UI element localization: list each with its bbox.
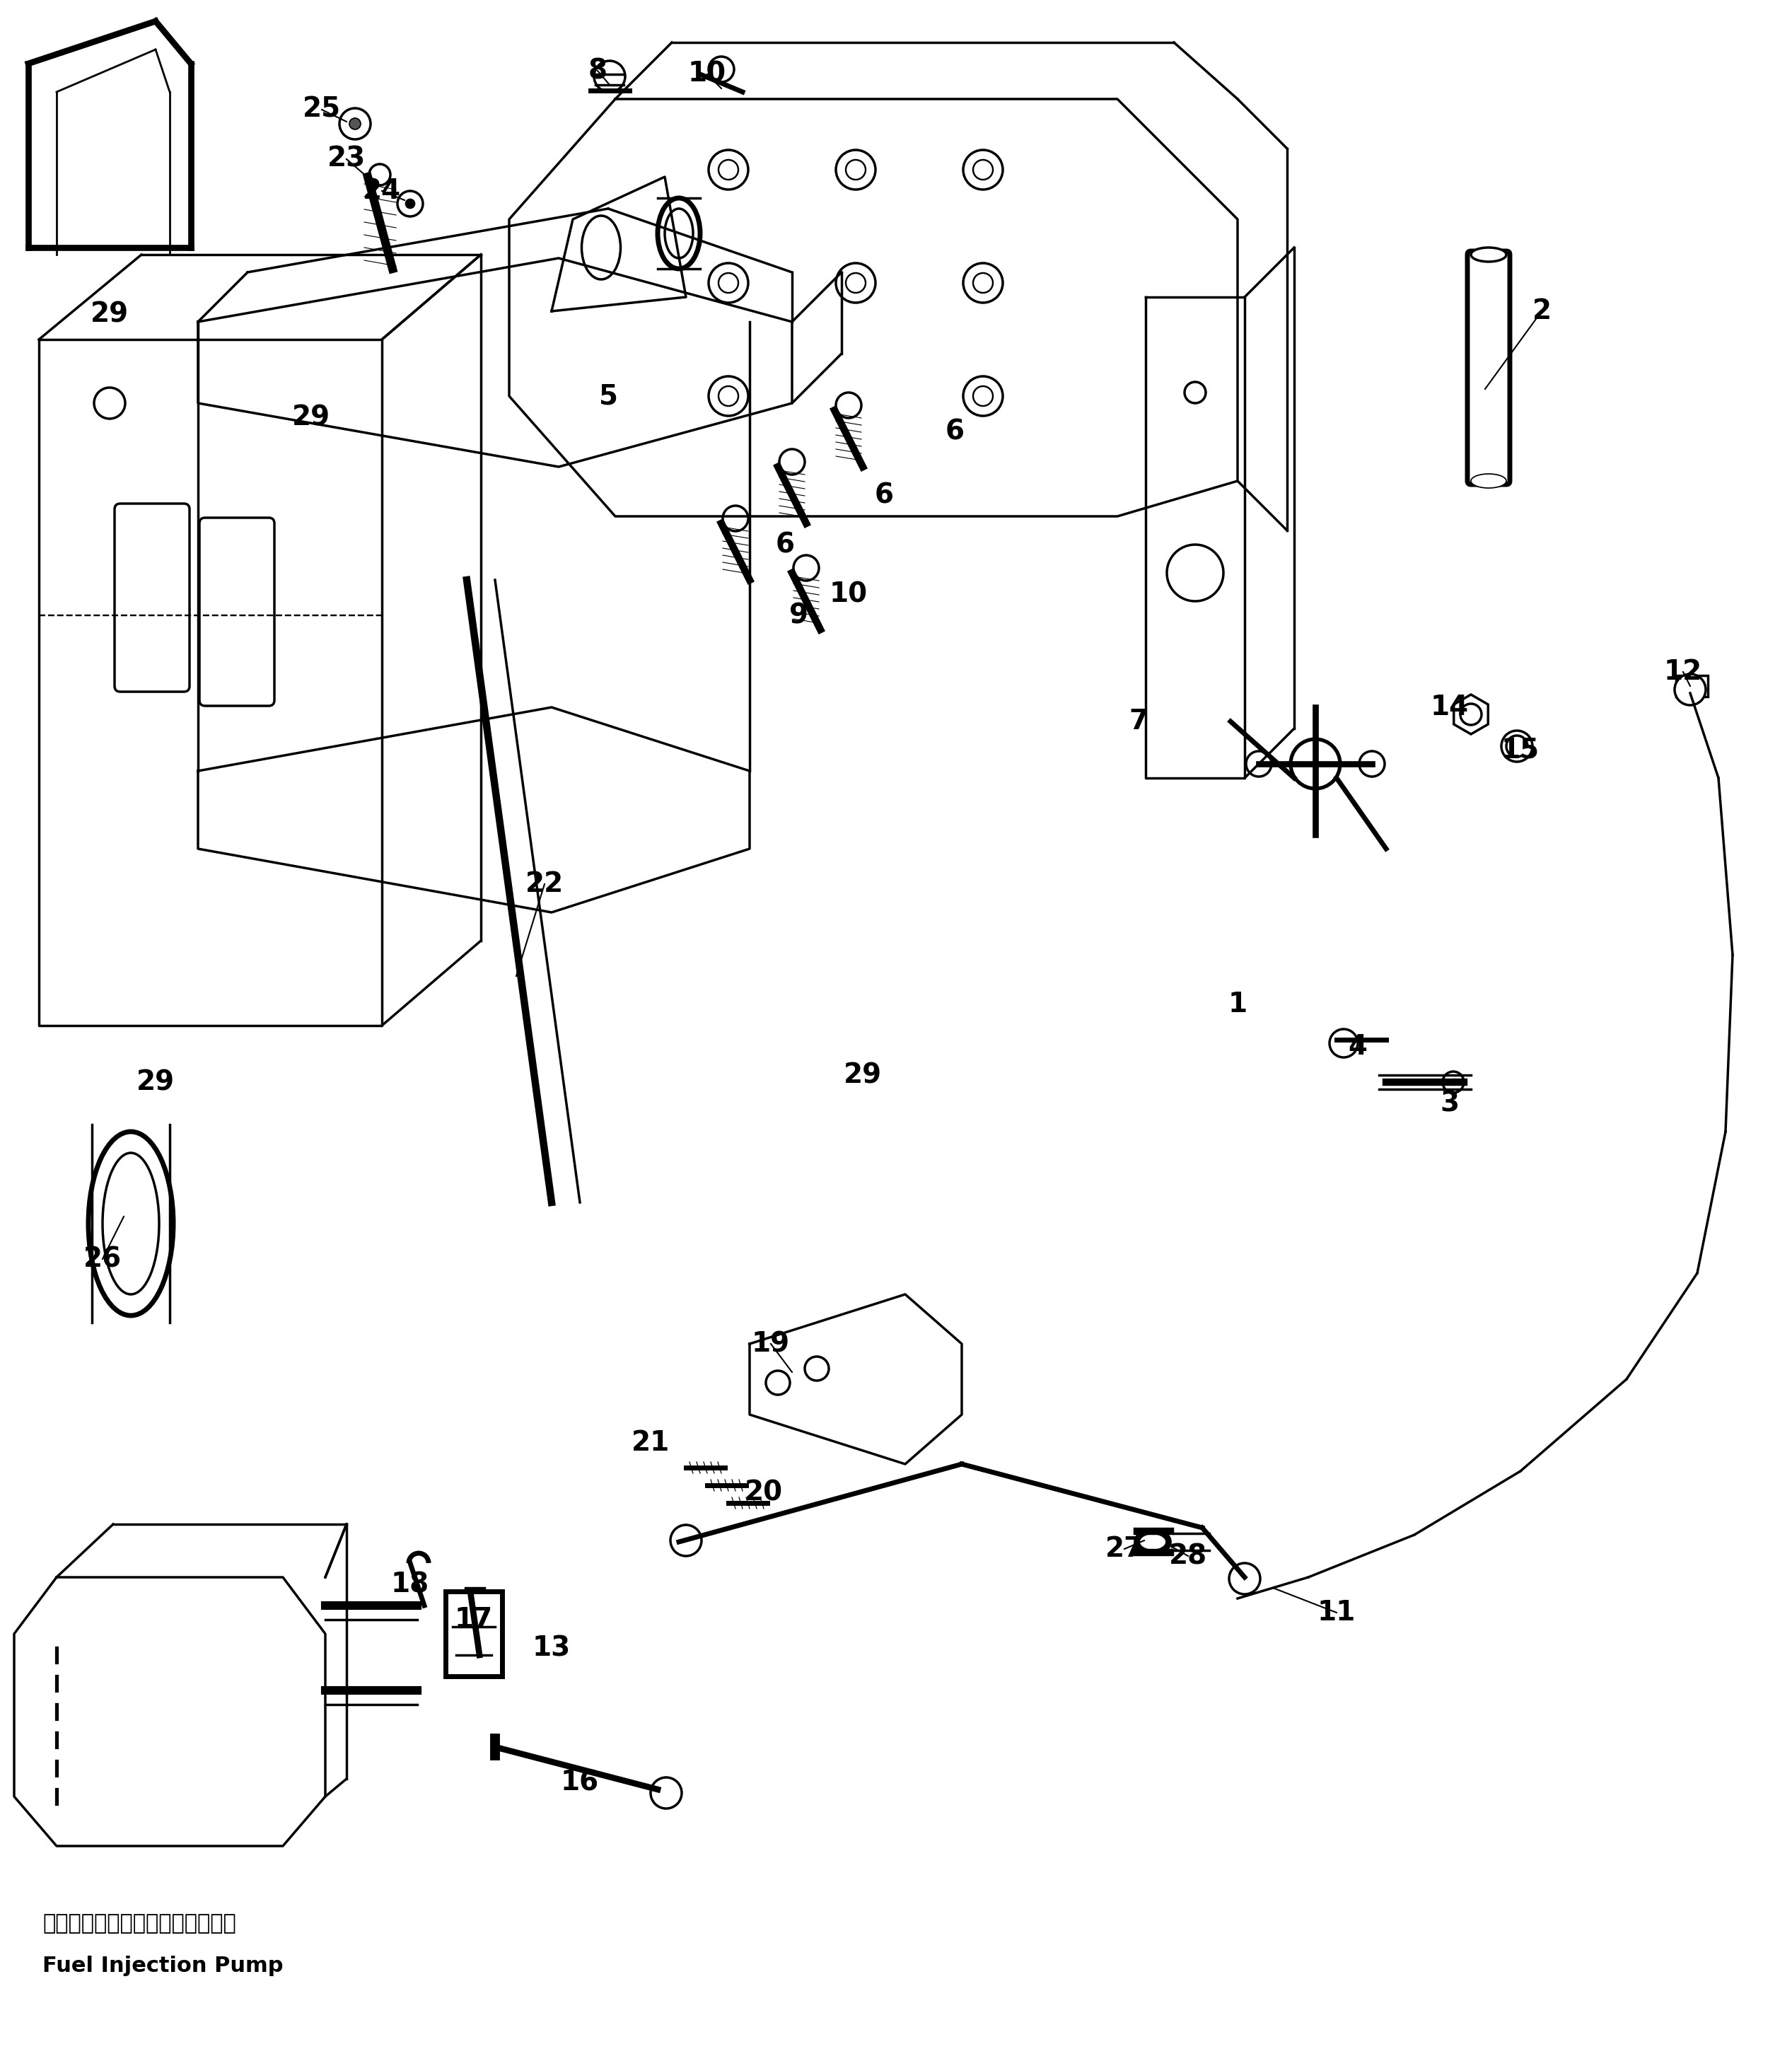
Circle shape (405, 199, 416, 209)
Text: 8: 8 (588, 57, 607, 84)
Circle shape (722, 506, 749, 531)
Text: 9: 9 (790, 602, 808, 629)
Circle shape (1290, 740, 1340, 789)
Circle shape (1358, 752, 1385, 777)
Text: 21: 21 (631, 1430, 670, 1457)
Ellipse shape (658, 199, 701, 268)
Text: 29: 29 (292, 404, 330, 430)
Text: 11: 11 (1317, 1598, 1357, 1627)
Circle shape (835, 150, 876, 191)
Text: フェエルインジェクションポンプ: フェエルインジェクションポンプ (43, 1914, 237, 1934)
Circle shape (962, 150, 1004, 191)
Text: 29: 29 (844, 1061, 882, 1088)
Circle shape (794, 555, 819, 580)
Text: 10: 10 (688, 61, 726, 88)
Text: 29: 29 (90, 301, 129, 328)
Ellipse shape (1471, 473, 1507, 488)
Circle shape (708, 262, 749, 303)
Ellipse shape (582, 215, 620, 279)
Text: 6: 6 (944, 418, 964, 445)
FancyBboxPatch shape (115, 504, 190, 693)
Text: 20: 20 (745, 1479, 783, 1506)
Circle shape (780, 449, 805, 475)
Text: 12: 12 (1665, 658, 1702, 684)
Text: 15: 15 (1502, 736, 1539, 762)
Text: 28: 28 (1168, 1543, 1208, 1570)
Circle shape (1674, 674, 1706, 705)
Text: 19: 19 (751, 1330, 790, 1356)
Text: 24: 24 (362, 178, 401, 205)
Circle shape (1185, 381, 1206, 404)
Text: 17: 17 (455, 1606, 493, 1633)
Circle shape (708, 377, 749, 416)
Text: 16: 16 (561, 1768, 599, 1795)
Text: 1: 1 (1228, 992, 1247, 1018)
Text: 7: 7 (1129, 709, 1149, 736)
Circle shape (593, 61, 625, 92)
Text: 25: 25 (303, 96, 340, 123)
FancyBboxPatch shape (1468, 252, 1511, 484)
Text: 3: 3 (1441, 1090, 1459, 1117)
FancyBboxPatch shape (199, 518, 274, 705)
Circle shape (835, 393, 862, 418)
Bar (1676, 676, 1708, 697)
Text: 6: 6 (874, 482, 894, 508)
Text: 2: 2 (1532, 297, 1552, 324)
Circle shape (369, 164, 391, 184)
Circle shape (1245, 752, 1272, 777)
Circle shape (708, 57, 735, 82)
Circle shape (962, 262, 1004, 303)
Bar (446, 1592, 502, 1676)
Text: 5: 5 (599, 383, 618, 410)
Text: 13: 13 (532, 1635, 572, 1662)
Circle shape (708, 150, 749, 191)
Circle shape (1167, 545, 1224, 600)
Text: 29: 29 (136, 1070, 174, 1096)
Text: 22: 22 (525, 871, 564, 897)
Text: 18: 18 (391, 1572, 430, 1598)
Circle shape (962, 377, 1004, 416)
Text: 26: 26 (84, 1246, 122, 1272)
Text: 27: 27 (1106, 1535, 1143, 1563)
Text: 10: 10 (830, 580, 867, 609)
Circle shape (835, 262, 876, 303)
Text: 4: 4 (1348, 1033, 1367, 1059)
Circle shape (349, 119, 360, 129)
Text: 23: 23 (328, 145, 366, 172)
Ellipse shape (88, 1131, 174, 1315)
Text: 6: 6 (776, 531, 794, 557)
Ellipse shape (1471, 248, 1507, 262)
Text: Fuel Injection Pump: Fuel Injection Pump (43, 1957, 283, 1977)
Text: 14: 14 (1430, 695, 1469, 721)
